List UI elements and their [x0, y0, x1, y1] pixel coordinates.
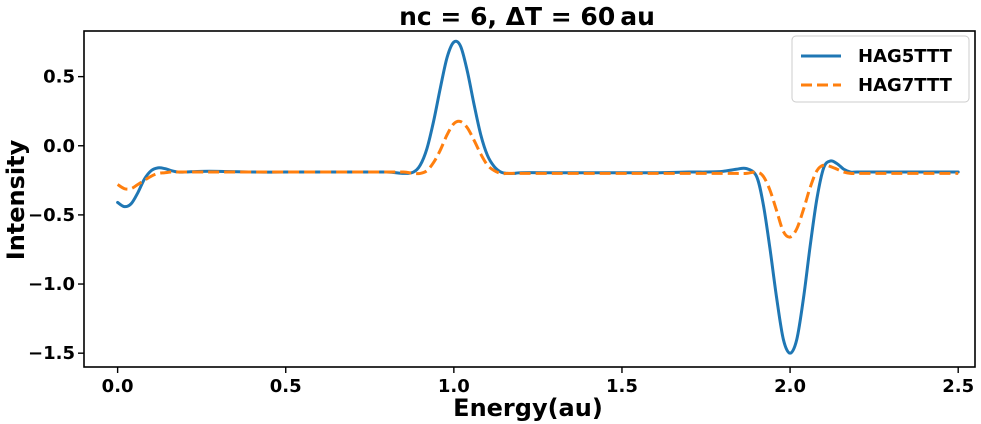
x-axis-ticks: 0.0 0.5 1.0 1.5 2.0 2.5 [102, 367, 974, 397]
y-tick-label: 0.0 [43, 136, 75, 157]
y-tick-label: −1.5 [28, 343, 75, 364]
x-tick-label: 1.0 [438, 376, 470, 397]
x-tick-label: 0.5 [270, 376, 302, 397]
x-tick-label: 2.0 [774, 376, 806, 397]
x-axis-label: Energy(au) [453, 394, 603, 422]
legend-label-hag5ttt: HAG5TTT [858, 46, 953, 67]
axes-frame [83, 30, 976, 368]
series-line-hag7ttt [116, 119, 959, 239]
chart-title: nc = 6, ΔT = 60 au [399, 2, 655, 31]
legend: HAG5TTT HAG7TTT [791, 35, 970, 103]
legend-label-hag7ttt: HAG7TTT [858, 75, 953, 96]
y-tick-label: 0.5 [43, 67, 75, 88]
x-tick-label: 2.5 [942, 376, 974, 397]
x-tick-label: 0.0 [102, 376, 134, 397]
x-tick-label: 1.5 [606, 376, 638, 397]
y-axis-ticks: 0.5 0.0 −0.5 −1.0 −1.5 [28, 67, 84, 364]
y-axis-label: Intensity [2, 139, 30, 260]
y-tick-label: −0.5 [28, 205, 75, 226]
y-tick-label: −1.0 [28, 274, 75, 295]
plot-area [116, 39, 960, 355]
